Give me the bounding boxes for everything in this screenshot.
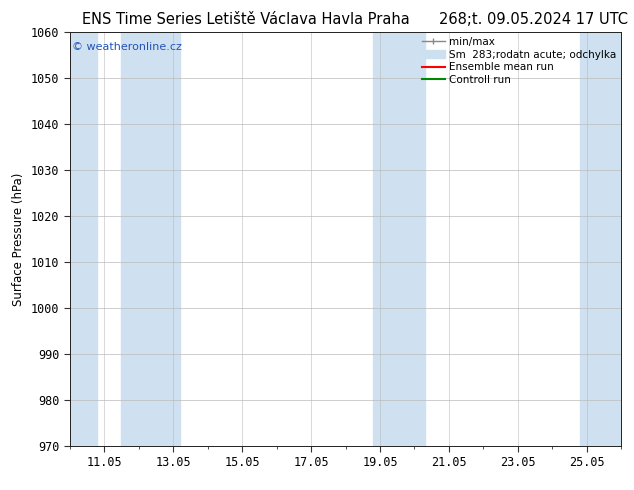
Text: © weatheronline.cz: © weatheronline.cz bbox=[72, 42, 183, 52]
Bar bbox=[580, 32, 621, 446]
Text: ENS Time Series Letiště Václava Havla Praha: ENS Time Series Letiště Václava Havla Pr… bbox=[82, 12, 410, 27]
Bar bbox=[70, 32, 98, 446]
Y-axis label: Surface Pressure (hPa): Surface Pressure (hPa) bbox=[12, 172, 25, 306]
Bar bbox=[122, 32, 180, 446]
Bar bbox=[373, 32, 425, 446]
Text: 268;t. 09.05.2024 17 UTC: 268;t. 09.05.2024 17 UTC bbox=[439, 12, 628, 27]
Legend: min/max, Sm  283;rodatn acute; odchylka, Ensemble mean run, Controll run: min/max, Sm 283;rodatn acute; odchylka, … bbox=[420, 35, 618, 87]
